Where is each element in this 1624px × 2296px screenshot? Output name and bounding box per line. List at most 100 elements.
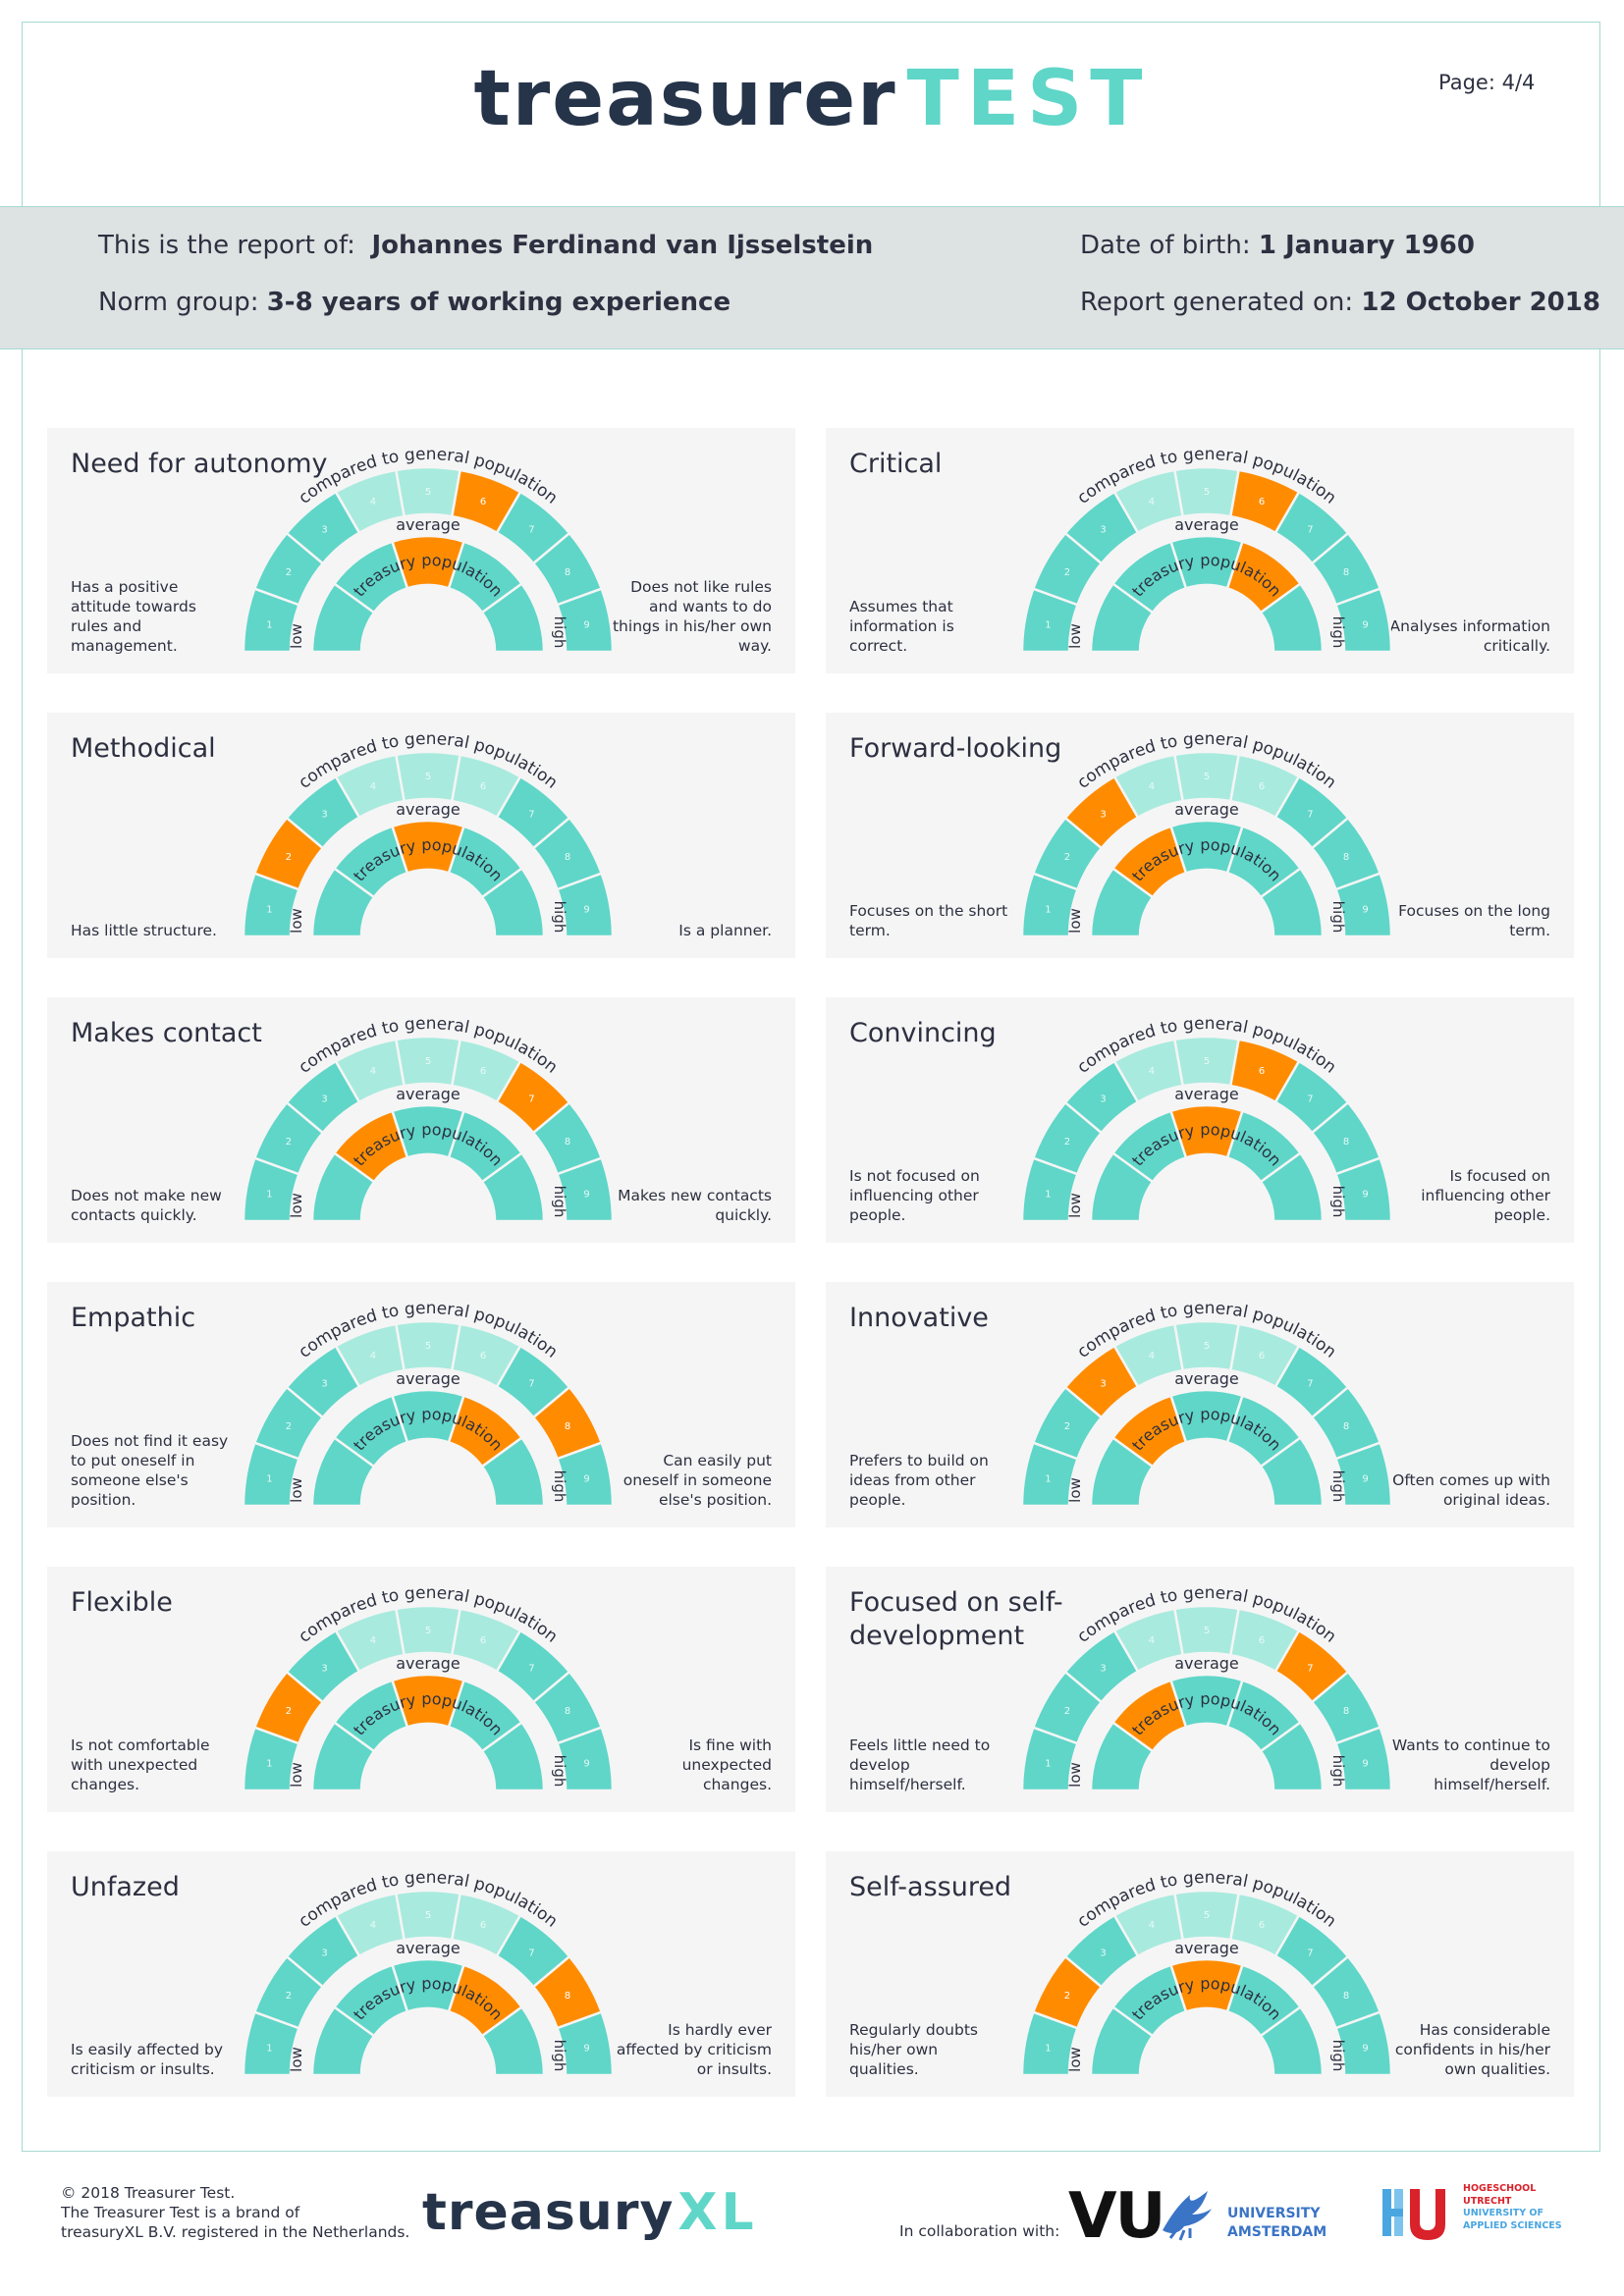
segment-number: 4 — [370, 781, 376, 792]
segment-number: 6 — [1259, 781, 1265, 792]
low-label: low — [288, 623, 305, 649]
segment-number: 7 — [528, 524, 534, 535]
segment-number: 9 — [583, 905, 589, 916]
segment-number: 2 — [1064, 1137, 1070, 1148]
segment-number: 6 — [480, 1066, 486, 1077]
trait-panel: Forward-looking Focuses on the short term… — [826, 713, 1574, 958]
high-description: Is hardly ever affected by criticism or … — [616, 2021, 772, 2078]
low-description: Does not make new contacts quickly. — [71, 1187, 222, 1224]
trait-title: Self-assured — [849, 1872, 1012, 1902]
segment-number: 4 — [370, 497, 376, 507]
average-label: average — [1174, 1939, 1239, 1957]
segment-number: 8 — [1343, 1421, 1349, 1432]
trait-panel: Makes contact Does not make new contacts … — [47, 997, 795, 1243]
general-segment — [1333, 872, 1393, 938]
segment-number: 5 — [1204, 772, 1210, 782]
low-label: low — [288, 1477, 305, 1503]
footer-copyright: © 2018 Treasurer Test. The Treasurer Tes… — [61, 2184, 410, 2241]
segment-number: 5 — [1204, 1910, 1210, 1921]
segment-number: 9 — [583, 2044, 589, 2055]
segment-number: 9 — [1362, 1474, 1368, 1485]
segment-number: 2 — [286, 1421, 292, 1432]
low-description: Does not find it easy to put oneself in … — [71, 1432, 229, 1509]
high-label: high — [551, 1755, 568, 1788]
segment-number: 1 — [1045, 1474, 1051, 1485]
segment-number: 2 — [286, 1706, 292, 1717]
general-segment — [555, 872, 615, 938]
segment-number: 5 — [425, 1910, 431, 1921]
high-description: Wants to continue to develop himself/her… — [1391, 1736, 1550, 1793]
segment-number: 7 — [1307, 1948, 1313, 1958]
average-label: average — [396, 1369, 460, 1388]
segment-number: 8 — [1343, 1706, 1349, 1717]
segment-number: 6 — [1259, 1635, 1265, 1646]
segment-number: 6 — [1259, 497, 1265, 507]
treasury-segment — [480, 1435, 546, 1508]
average-label: average — [1174, 1369, 1239, 1388]
average-label: average — [396, 1939, 460, 1957]
segment-number: 8 — [565, 852, 570, 863]
general-segment — [555, 1726, 615, 1792]
segment-number: 3 — [321, 1378, 327, 1389]
segment-number: 1 — [1045, 1190, 1051, 1201]
trait-panel: Focused on self-development Feels little … — [826, 1567, 1574, 1812]
segment-number: 4 — [1149, 1920, 1155, 1931]
general-segment — [555, 2010, 615, 2077]
report-info-band: This is the report of: Johannes Ferdinan… — [0, 206, 1624, 349]
segment-number: 3 — [321, 524, 327, 535]
report-generated: Report generated on: 12 October 2018 — [1080, 288, 1600, 317]
segment-number: 7 — [1307, 1378, 1313, 1389]
average-label: average — [396, 800, 460, 819]
segment-number: 2 — [286, 1991, 292, 2002]
segment-number: 5 — [425, 1626, 431, 1636]
high-description: Is focused on influencing other people. — [1421, 1167, 1550, 1224]
segment-number: 8 — [1343, 1137, 1349, 1148]
general-segment — [1333, 587, 1393, 654]
segment-number: 1 — [266, 1474, 272, 1485]
treasury-segment — [1259, 866, 1325, 938]
segment-number: 2 — [1064, 1706, 1070, 1717]
hu-university-text: HOGESCHOOL UTRECHT UNIVERSITY OF APPLIED… — [1463, 2183, 1562, 2231]
segment-number: 2 — [1064, 852, 1070, 863]
segment-number: 4 — [370, 1066, 376, 1077]
segment-number: 9 — [1362, 1190, 1368, 1201]
segment-number: 9 — [1362, 905, 1368, 916]
page-frame — [22, 22, 1600, 2152]
hu-logo-icon — [1382, 2189, 1445, 2240]
trait-title: Focused on self-development — [849, 1587, 1063, 1651]
low-label: low — [1066, 623, 1084, 649]
low-label: low — [288, 1193, 305, 1218]
trait-panel: Flexible Is not comfortable with unexpect… — [47, 1567, 795, 1812]
treasury-segment — [480, 1150, 546, 1223]
segment-number: 4 — [1149, 497, 1155, 507]
low-label: low — [1066, 1762, 1084, 1788]
trait-title: Methodical — [71, 733, 216, 764]
high-label: high — [551, 1470, 568, 1503]
segment-number: 5 — [425, 772, 431, 782]
treasury-segment — [480, 1720, 546, 1792]
treasury-segment — [480, 581, 546, 654]
average-label: average — [1174, 515, 1239, 534]
trait-panel: Unfazed Is easily affected by criticism o… — [47, 1851, 795, 2097]
segment-number: 6 — [480, 1920, 486, 1931]
high-description: Has considerable confidents in his/her o… — [1394, 2021, 1550, 2078]
collaboration-label: In collaboration with: — [899, 2222, 1060, 2240]
segment-number: 8 — [565, 1991, 570, 2002]
segment-number: 4 — [1149, 1635, 1155, 1646]
trait-title: Unfazed — [71, 1872, 180, 1902]
segment-number: 9 — [583, 1474, 589, 1485]
treasurer-test-logo: treasurer TEST — [473, 55, 1151, 143]
segment-number: 7 — [1307, 809, 1313, 820]
segment-number: 7 — [528, 1948, 534, 1958]
segment-number: 6 — [1259, 1066, 1265, 1077]
segment-number: 3 — [1100, 1663, 1106, 1674]
high-label: high — [1329, 1755, 1347, 1788]
low-label: low — [288, 2047, 305, 2072]
segment-number: 9 — [1362, 1759, 1368, 1770]
segment-number: 6 — [480, 1635, 486, 1646]
segment-number: 3 — [1100, 524, 1106, 535]
segment-number: 8 — [1343, 567, 1349, 578]
